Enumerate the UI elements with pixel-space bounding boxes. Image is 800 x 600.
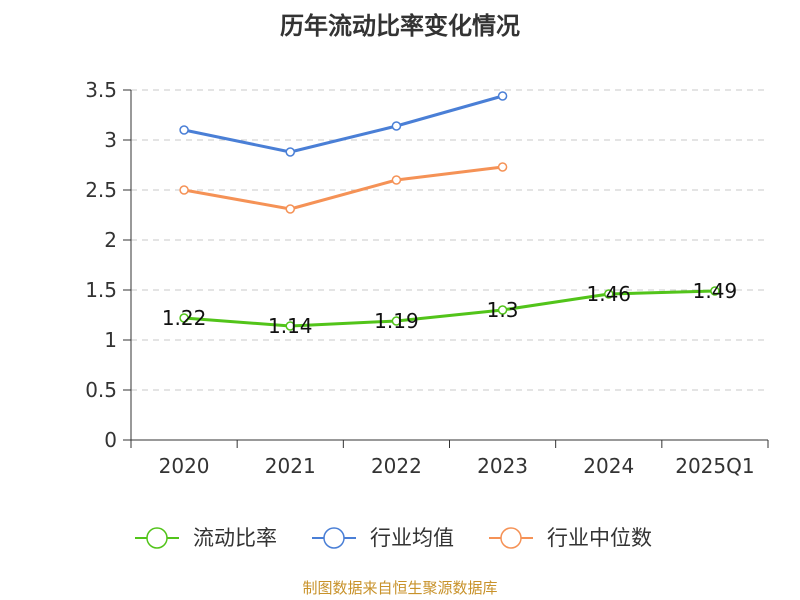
data-point <box>604 289 614 299</box>
legend-label: 行业中位数 <box>547 526 652 550</box>
y-tick-label: 3.5 <box>85 78 117 102</box>
series-line-3 <box>182 165 505 211</box>
legend-marker <box>500 527 522 549</box>
data-point <box>391 121 402 131</box>
y-tick-label: 3 <box>104 128 117 152</box>
y-tick-label: 0.5 <box>85 378 117 402</box>
data-label: 1.46 <box>586 282 631 306</box>
legend-marker <box>146 527 168 549</box>
legend-item-1: 流动比率 <box>135 526 277 550</box>
chart-title: 历年流动比率变化情况 <box>280 12 520 40</box>
y-tick-label: 1 <box>104 328 117 352</box>
x-tick-label: 2024 <box>583 454 634 478</box>
data-point <box>391 316 402 326</box>
data-point <box>285 321 295 331</box>
source-note: 制图数据来自恒生聚源数据库 <box>302 579 497 597</box>
legend-marker <box>323 527 345 549</box>
legend: 流动比率 行业均值 行业中位数 <box>135 526 652 550</box>
data-point <box>285 147 295 157</box>
grid <box>131 89 768 391</box>
data-point <box>391 175 402 185</box>
y-tick-label: 1.5 <box>85 278 117 302</box>
data-point <box>179 185 189 195</box>
legend-label: 流动比率 <box>193 526 277 550</box>
data-label: 1.49 <box>693 279 738 303</box>
data-point <box>710 286 720 296</box>
y-tick-label: 0 <box>104 428 117 452</box>
series-line-2 <box>182 94 505 154</box>
data-label: 1.19 <box>374 309 419 333</box>
legend-label: 行业均值 <box>370 526 454 550</box>
x-tick-label: 2020 <box>159 454 210 478</box>
x-tick-label: 2023 <box>477 454 528 478</box>
data-label: 1.22 <box>162 306 207 330</box>
series-line-1 <box>182 289 717 328</box>
data-labels: 1.22 1.14 1.19 1.3 1.46 1.49 <box>162 279 737 338</box>
data-point <box>179 125 189 135</box>
data-point <box>179 313 189 323</box>
data-point <box>285 204 295 214</box>
x-tick-label: 2022 <box>371 454 422 478</box>
data-label: 1.14 <box>268 314 313 338</box>
x-tick-label: 2025Q1 <box>675 454 754 478</box>
y-tick-label: 2 <box>104 228 117 252</box>
data-point <box>497 162 508 172</box>
y-tick-label: 2.5 <box>85 178 117 202</box>
legend-item-2: 行业均值 <box>312 526 454 550</box>
x-tick-label: 2021 <box>265 454 316 478</box>
series-layer <box>179 91 720 331</box>
data-point <box>497 305 508 315</box>
legend-item-3: 行业中位数 <box>489 526 652 550</box>
data-label: 1.3 <box>487 298 519 322</box>
axes: 0 0.5 1 1.5 2 2.5 3 3.5 2020 2021 2022 2023 2024 2025… <box>85 78 769 478</box>
data-point <box>497 91 508 101</box>
